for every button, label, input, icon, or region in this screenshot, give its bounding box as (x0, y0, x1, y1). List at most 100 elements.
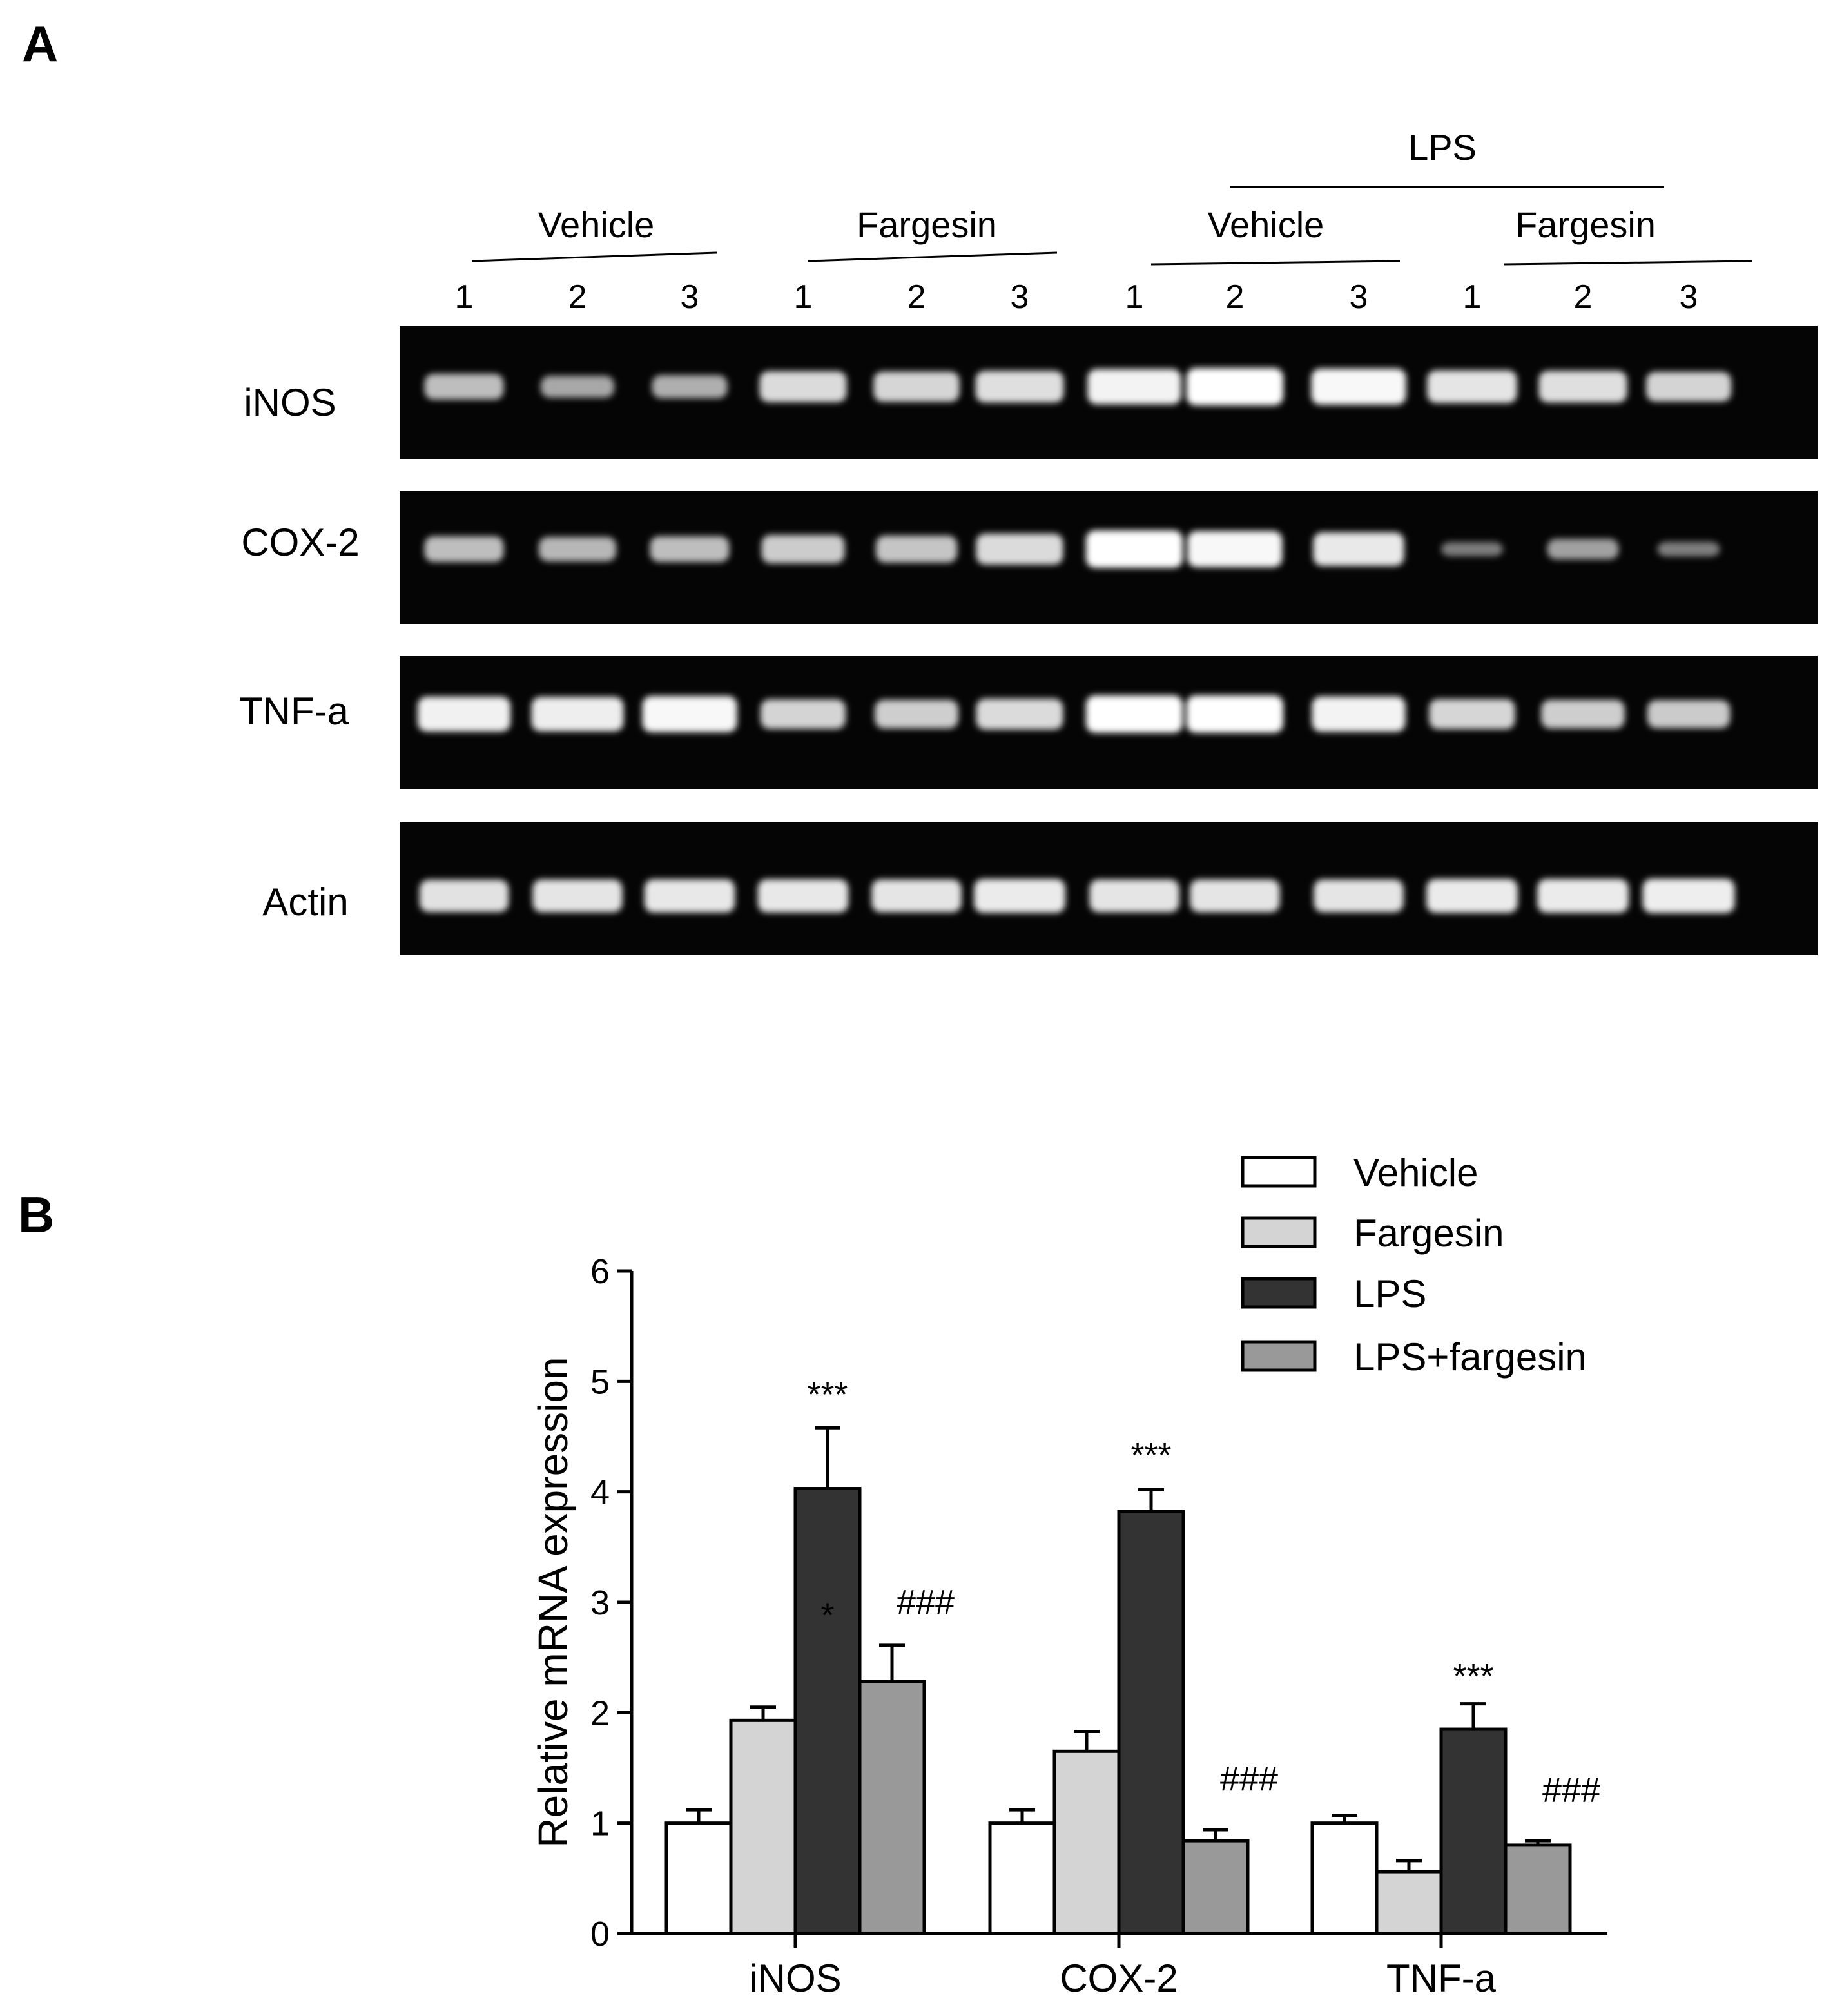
lane-number: 3 (1011, 278, 1029, 316)
lane-number: 1 (1463, 278, 1482, 316)
gel-band (1547, 539, 1619, 559)
gel-bands (418, 368, 1735, 913)
bar (988, 1821, 1056, 1935)
gel-band (1441, 542, 1503, 556)
bar (1117, 1510, 1185, 1935)
gel-group-line-2 (808, 251, 1058, 262)
x-ticks (793, 1934, 1443, 1948)
gel-band (976, 699, 1063, 730)
significance-marker: ### (1542, 1770, 1600, 1809)
lane-number: 2 (1574, 278, 1593, 316)
gel-band (1187, 695, 1283, 733)
category-label: iNOS (749, 1957, 841, 2000)
gel-band (1642, 878, 1735, 913)
y-tick-label: 2 (590, 1694, 610, 1732)
y-tick-label: 6 (590, 1252, 610, 1291)
bar (729, 1718, 797, 1935)
gel-band (1314, 879, 1404, 913)
panel-a-label: A (22, 15, 58, 72)
lane-number: 1 (455, 278, 474, 316)
gel-band (1647, 700, 1731, 728)
lane-number: 3 (681, 278, 699, 316)
y-tick-label: 4 (590, 1473, 610, 1512)
significance-marker: *** (1130, 1436, 1171, 1475)
gel-band (1657, 541, 1720, 557)
gel-band (873, 371, 960, 402)
gel-band (424, 374, 504, 400)
significance-annotations: **** ###***###***### (807, 1375, 1600, 1809)
legend-swatch (1241, 1340, 1317, 1372)
significance-marker: ### (1220, 1759, 1278, 1798)
gel-band (1311, 369, 1406, 405)
gel-band (424, 536, 504, 562)
gel-band (876, 536, 957, 563)
gel-band (650, 536, 730, 562)
bars (664, 1426, 1572, 1935)
bar-chart: 0 1 2 3 4 5 6 Relative mRNA expression iNOS COX… (530, 1252, 1607, 2000)
y-tick-label: 0 (590, 1915, 610, 1953)
gel-band (652, 375, 728, 398)
category-labels: iNOS COX-2 TNF-a (749, 1957, 1496, 2000)
gel-band (1312, 696, 1406, 732)
y-ticks: 0 1 2 3 4 5 6 (590, 1252, 632, 1953)
gel-lane-numbers: 1 2 3 1 2 3 1 2 3 1 2 3 (455, 278, 1698, 316)
gel-band (1429, 699, 1515, 730)
category-label: TNF-a (1386, 1957, 1497, 2000)
gel-band (642, 696, 737, 732)
bar (1375, 1870, 1443, 1935)
gel-band (1537, 878, 1629, 913)
bar (1181, 1839, 1250, 1935)
legend-label: Fargesin (1353, 1212, 1504, 1255)
legend-label: Vehicle (1353, 1151, 1478, 1194)
gel-group-fargesin-1: Fargesin (857, 204, 997, 245)
gel-band (1086, 530, 1183, 568)
gel-band (1541, 699, 1625, 729)
bar (1310, 1821, 1379, 1935)
lane-number: 1 (794, 278, 813, 316)
panel-b-label: B (18, 1187, 54, 1243)
legend-label: LPS+fargesin (1353, 1335, 1587, 1379)
gel-band (1538, 371, 1627, 403)
gel-band (531, 697, 624, 732)
lane-number: 1 (1125, 278, 1144, 316)
gel-row-label-actin: Actin (262, 880, 348, 924)
gel-band (1187, 531, 1283, 567)
gel-band (871, 879, 962, 913)
bar (1052, 1749, 1121, 1935)
lane-number: 2 (1226, 278, 1245, 316)
bar (1504, 1843, 1572, 1935)
gel-row-label-inos: iNOS (244, 381, 336, 424)
legend-swatch (1241, 1277, 1317, 1309)
lane-number: 3 (1350, 278, 1368, 316)
gel-band (1427, 370, 1517, 403)
y-axis-label: Relative mRNA expression (530, 1357, 576, 1847)
significance-marker: ### (897, 1583, 955, 1622)
gel-band (761, 699, 846, 729)
gel-lps-label: LPS (1408, 127, 1477, 168)
gel-band (975, 371, 1064, 403)
legend: Vehicle Fargesin LPS LPS+fargesin (1241, 1151, 1587, 1379)
gel-band (1187, 368, 1283, 405)
category-label: COX-2 (1060, 1957, 1178, 2000)
gel-group-fargesin-2: Fargesin (1515, 204, 1656, 245)
gel-band (644, 879, 735, 913)
gel-group-line-1 (471, 251, 717, 262)
gel-band (757, 879, 849, 913)
gel-band (875, 699, 958, 729)
lane-number: 3 (1680, 278, 1698, 316)
gel-band (976, 534, 1063, 565)
gel-band (1426, 878, 1518, 913)
gel-band (974, 878, 1065, 913)
legend-label: LPS (1353, 1272, 1426, 1315)
significance-marker: * (820, 1596, 834, 1635)
gel-row-label-tnfa: TNF-a (239, 690, 349, 733)
gel-band (539, 537, 616, 561)
gel-band (418, 697, 510, 732)
gel-group-vehicle-1: Vehicle (538, 204, 655, 245)
gel-row-label-cox2: COX-2 (241, 521, 359, 564)
gel-group-line-3 (1150, 260, 1401, 266)
gel-band (1086, 695, 1183, 733)
legend-swatch (1241, 1216, 1317, 1248)
bar (858, 1680, 926, 1935)
